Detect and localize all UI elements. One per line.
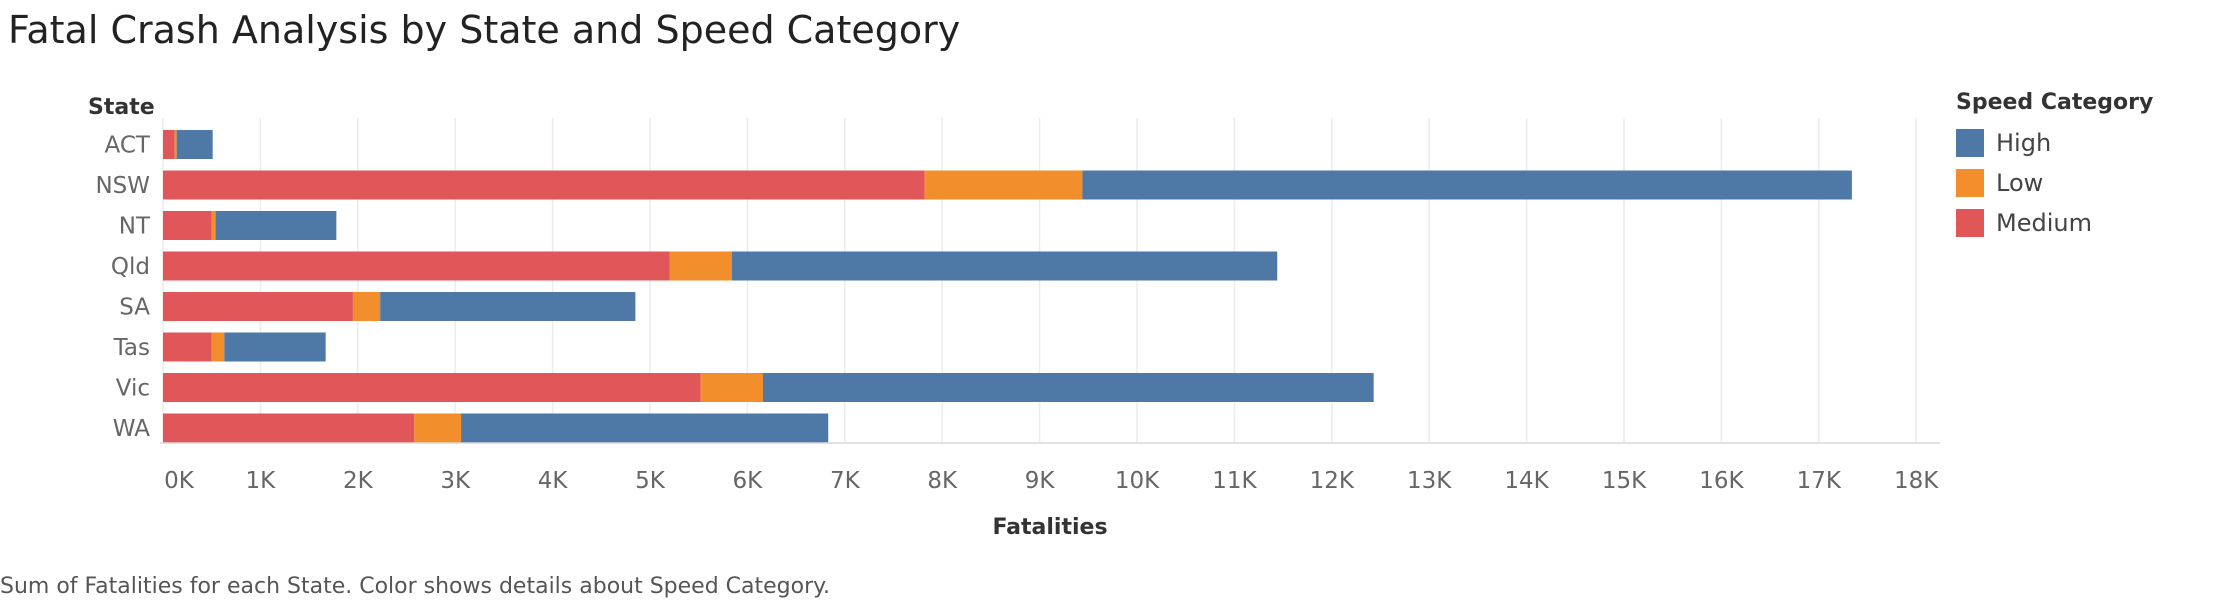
x-tick-label: 4K bbox=[538, 468, 569, 494]
legend-label-low: Low bbox=[1996, 169, 2044, 197]
x-axis-title: Fatalities bbox=[992, 515, 1107, 540]
bar-segment-medium[interactable] bbox=[163, 251, 670, 281]
x-tick-label: 2K bbox=[343, 468, 374, 494]
bar-segment-high[interactable] bbox=[1082, 170, 1852, 200]
bar-segment-medium[interactable] bbox=[163, 332, 212, 362]
x-tick-label: 1K bbox=[246, 468, 277, 494]
x-tick-labels: 0K 1K 2K 3K 4K 5K 6K 7K 8K 9K 10K 11K 12K 13K 14K 15K 16… bbox=[164, 468, 1939, 494]
legend-swatch-medium bbox=[1956, 209, 1984, 237]
bar-segment-high[interactable] bbox=[380, 292, 636, 321]
bar-segment-low[interactable] bbox=[352, 292, 381, 321]
x-tick-label: 16K bbox=[1699, 468, 1744, 494]
footer-caption: Sum of Fatalities for each State. Color … bbox=[0, 574, 831, 599]
x-tick-label: 9K bbox=[1025, 468, 1056, 494]
bar-segment-high[interactable] bbox=[461, 413, 829, 443]
bar-segment-low[interactable] bbox=[211, 211, 216, 240]
bars bbox=[163, 130, 1852, 443]
state-label: NT bbox=[119, 214, 151, 240]
legend-swatch-high bbox=[1956, 129, 1984, 157]
bar-segment-low[interactable] bbox=[924, 170, 1083, 200]
x-tick-label: 8K bbox=[927, 468, 958, 494]
legend-item-high[interactable]: High bbox=[1956, 123, 2153, 163]
x-tick-label: 6K bbox=[733, 468, 764, 494]
x-tick-label: 11K bbox=[1212, 468, 1257, 494]
bar-segment-medium[interactable] bbox=[163, 373, 701, 402]
x-tick-label: 12K bbox=[1310, 468, 1355, 494]
x-tick-label: 18K bbox=[1894, 468, 1939, 494]
state-label: WA bbox=[113, 416, 150, 442]
legend: Speed Category High Low Medium bbox=[1956, 90, 2153, 243]
x-tick-label: 14K bbox=[1504, 468, 1549, 494]
x-tick-label: 10K bbox=[1115, 468, 1160, 494]
bar-segment-low[interactable] bbox=[669, 251, 732, 281]
bar-segment-low[interactable] bbox=[414, 413, 462, 443]
legend-item-medium[interactable]: Medium bbox=[1956, 203, 2153, 243]
state-label: SA bbox=[119, 295, 150, 321]
bar-segment-medium[interactable] bbox=[163, 170, 925, 200]
legend-swatch-low bbox=[1956, 169, 1984, 197]
legend-title: Speed Category bbox=[1956, 90, 2154, 115]
x-tick-label: 0K bbox=[164, 468, 195, 494]
y-axis-title: State bbox=[88, 95, 155, 120]
legend-label-medium: Medium bbox=[1996, 209, 2092, 237]
x-tick-label: 5K bbox=[635, 468, 666, 494]
bar-segment-high[interactable] bbox=[762, 373, 1374, 402]
bar-segment-high[interactable] bbox=[176, 130, 213, 159]
bar-segment-medium[interactable] bbox=[163, 211, 212, 240]
state-label: ACT bbox=[105, 133, 151, 159]
state-label: Qld bbox=[111, 254, 150, 280]
bar-segment-medium[interactable] bbox=[163, 130, 175, 159]
x-tick-label: 15K bbox=[1602, 468, 1647, 494]
chart-title: Fatal Crash Analysis by State and Speed … bbox=[8, 8, 961, 52]
state-label: Vic bbox=[116, 376, 150, 402]
bar-segment-low[interactable] bbox=[211, 332, 225, 362]
bar-segment-high[interactable] bbox=[731, 251, 1278, 281]
bar-segment-medium[interactable] bbox=[163, 292, 353, 321]
state-label: Tas bbox=[113, 335, 150, 361]
legend-label-high: High bbox=[1996, 129, 2052, 157]
x-tick-label: 7K bbox=[830, 468, 861, 494]
bar-segment-medium[interactable] bbox=[163, 413, 415, 443]
x-tick-label: 13K bbox=[1407, 468, 1452, 494]
state-label: NSW bbox=[95, 173, 150, 199]
state-labels: ACT NSW NT Qld SA Tas Vic WA bbox=[95, 133, 150, 443]
bar-segment-high[interactable] bbox=[215, 211, 337, 240]
legend-item-low[interactable]: Low bbox=[1956, 163, 2153, 203]
x-tick-label: 17K bbox=[1797, 468, 1842, 494]
x-tick-label: 3K bbox=[440, 468, 471, 494]
bar-segment-low[interactable] bbox=[700, 373, 763, 402]
bar-segment-low[interactable] bbox=[174, 130, 177, 159]
bar-segment-high[interactable] bbox=[224, 332, 326, 362]
